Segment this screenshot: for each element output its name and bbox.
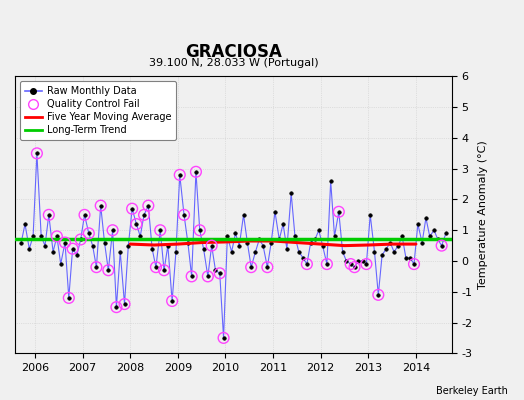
Point — [204, 273, 212, 280]
Point — [208, 242, 216, 249]
Point — [188, 273, 196, 280]
Point — [160, 267, 168, 274]
Point — [84, 230, 93, 236]
Point — [92, 264, 101, 270]
Point — [156, 227, 165, 234]
Point — [32, 150, 41, 156]
Point — [61, 239, 69, 246]
Point — [53, 233, 61, 240]
Point — [96, 202, 105, 209]
Point — [45, 212, 53, 218]
Point — [303, 261, 311, 267]
Point — [168, 298, 176, 304]
Point — [335, 208, 343, 215]
Point — [346, 261, 355, 267]
Point — [176, 172, 184, 178]
Point — [144, 202, 152, 209]
Point — [323, 261, 331, 267]
Point — [121, 301, 129, 307]
Y-axis label: Temperature Anomaly (°C): Temperature Anomaly (°C) — [478, 140, 488, 289]
Legend: Raw Monthly Data, Quality Control Fail, Five Year Moving Average, Long-Term Tren: Raw Monthly Data, Quality Control Fail, … — [20, 81, 177, 140]
Point — [220, 335, 228, 341]
Point — [104, 267, 113, 274]
Point — [362, 261, 370, 267]
Point — [108, 227, 117, 234]
Point — [128, 206, 136, 212]
Text: Berkeley Earth: Berkeley Earth — [436, 386, 508, 396]
Point — [410, 261, 418, 267]
Point — [351, 264, 359, 270]
Point — [140, 212, 148, 218]
Point — [80, 212, 89, 218]
Point — [77, 236, 85, 243]
Point — [69, 246, 77, 252]
Point — [64, 295, 73, 301]
Point — [215, 270, 224, 276]
Point — [247, 264, 255, 270]
Point — [438, 242, 446, 249]
Point — [192, 168, 200, 175]
Point — [180, 212, 188, 218]
Point — [112, 304, 121, 310]
Point — [263, 264, 271, 270]
Point — [374, 292, 383, 298]
Point — [152, 264, 160, 270]
Text: 39.100 N, 28.033 W (Portugal): 39.100 N, 28.033 W (Portugal) — [148, 58, 318, 68]
Title: GRACIOSA: GRACIOSA — [185, 43, 282, 61]
Point — [195, 227, 204, 234]
Point — [132, 221, 140, 227]
